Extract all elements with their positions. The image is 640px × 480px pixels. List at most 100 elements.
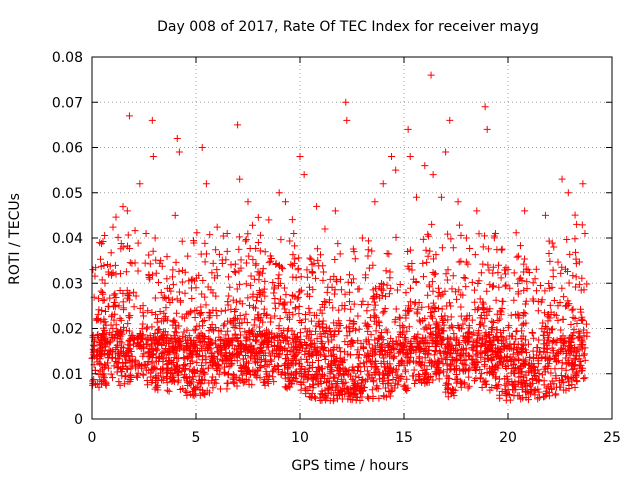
data-point [457, 303, 465, 311]
data-point [224, 298, 232, 306]
data-point [233, 382, 241, 390]
data-point [352, 372, 360, 380]
data-point [414, 330, 422, 338]
data-point [104, 303, 112, 311]
data-point [514, 288, 522, 296]
data-point [338, 388, 346, 396]
data-point [498, 387, 506, 395]
data-point [112, 321, 120, 329]
data-point [518, 321, 526, 329]
data-point [190, 392, 198, 400]
data-point [297, 273, 305, 281]
data-point [404, 125, 412, 133]
data-point [510, 386, 518, 394]
data-point [514, 355, 522, 363]
data-point [119, 298, 127, 306]
data-point [375, 319, 383, 327]
data-point [225, 370, 233, 378]
data-point [307, 317, 315, 325]
data-point [495, 391, 503, 399]
data-point [354, 337, 362, 345]
data-point [145, 345, 153, 353]
data-point [246, 335, 254, 343]
data-point [336, 322, 344, 330]
data-point [562, 265, 570, 273]
data-point [522, 336, 530, 344]
y-tick-label: 0 [74, 412, 83, 428]
data-point [180, 361, 188, 369]
data-point [192, 341, 200, 349]
data-point [225, 362, 233, 370]
data-point [395, 313, 403, 321]
data-point [126, 372, 134, 380]
data-point [468, 316, 476, 324]
data-point [412, 348, 420, 356]
data-point [381, 292, 389, 300]
data-point [305, 372, 313, 380]
data-point [437, 193, 445, 201]
data-point [520, 286, 528, 294]
data-point [380, 371, 388, 379]
data-point [431, 304, 439, 312]
data-point [98, 330, 106, 338]
data-point [529, 295, 537, 303]
data-point [455, 258, 463, 266]
data-point [468, 355, 476, 363]
data-point [310, 393, 318, 401]
data-point [146, 275, 154, 283]
data-point [311, 370, 319, 378]
data-point [579, 341, 587, 349]
data-point [192, 326, 200, 334]
data-point [425, 232, 433, 240]
data-point [465, 335, 473, 343]
data-point [154, 339, 162, 347]
data-point [322, 298, 330, 306]
data-point [534, 355, 542, 363]
data-point [254, 239, 262, 247]
data-point [368, 374, 376, 382]
data-point [117, 316, 125, 324]
data-point [443, 302, 451, 310]
data-point [385, 290, 393, 298]
data-point [547, 380, 555, 388]
data-point [90, 375, 98, 383]
data-point [303, 273, 311, 281]
data-point [424, 291, 432, 299]
data-point [382, 384, 390, 392]
data-point [472, 350, 480, 358]
data-point [567, 320, 575, 328]
data-point [346, 316, 354, 324]
data-point [321, 375, 329, 383]
data-point [484, 245, 492, 253]
data-point [541, 211, 549, 219]
data-point [265, 258, 273, 266]
data-point [129, 358, 137, 366]
data-point [163, 386, 171, 394]
data-point [251, 355, 259, 363]
data-point [513, 327, 521, 335]
data-point [396, 340, 404, 348]
data-point [347, 305, 355, 313]
data-point [214, 347, 222, 355]
data-point [374, 335, 382, 343]
data-point [406, 153, 414, 161]
data-point [215, 343, 223, 351]
data-point [314, 320, 322, 328]
data-point [502, 335, 510, 343]
data-point [152, 310, 160, 318]
data-point [274, 275, 282, 283]
data-point [483, 354, 491, 362]
data-point [235, 245, 243, 253]
data-point [103, 338, 111, 346]
data-point [115, 378, 123, 386]
data-point [125, 296, 133, 304]
data-point [285, 362, 293, 370]
data-point [400, 344, 408, 352]
data-point [391, 379, 399, 387]
data-point [297, 372, 305, 380]
data-point [189, 375, 197, 383]
data-point [330, 319, 338, 327]
data-point [323, 288, 331, 296]
data-point [541, 309, 549, 317]
data-point [156, 307, 164, 315]
